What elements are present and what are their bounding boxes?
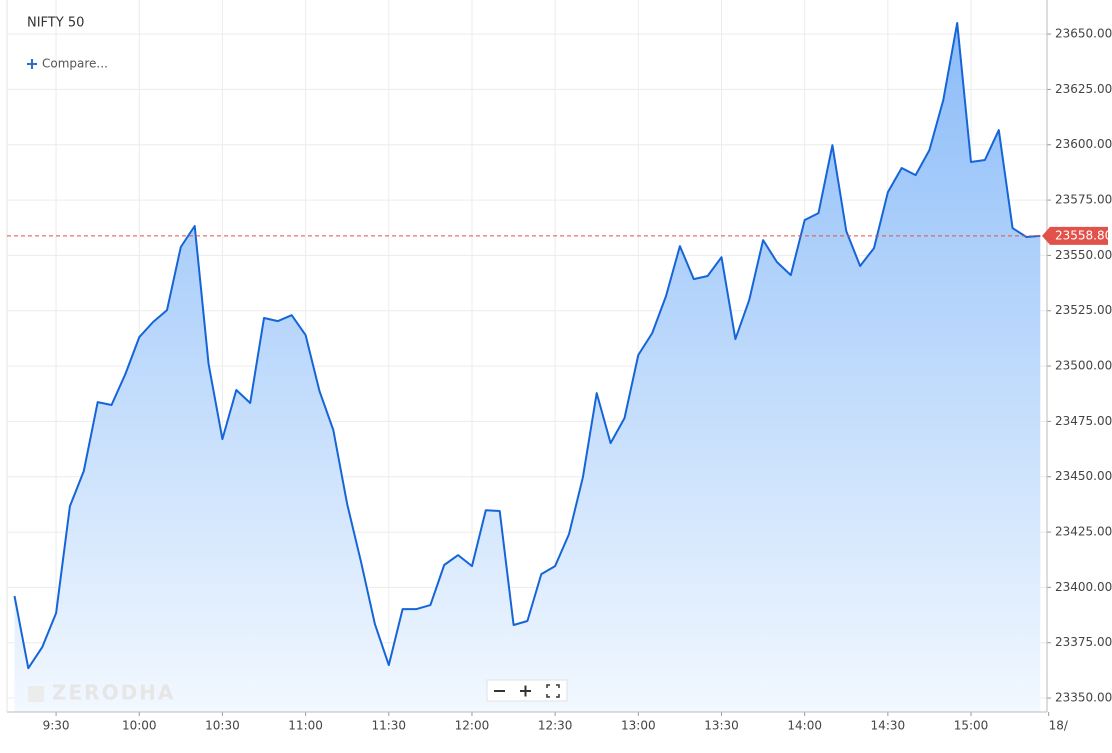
y-tick-label: 23500.00 bbox=[1055, 359, 1112, 373]
compare-button[interactable]: Compare... bbox=[27, 57, 108, 71]
price-line bbox=[13, 22, 1041, 670]
x-tick-label: 11:30 bbox=[371, 719, 406, 733]
y-tick-label: 23600.00 bbox=[1055, 137, 1112, 151]
last-price-label: 23558.80 bbox=[1055, 228, 1112, 242]
y-tick-label: 23425.00 bbox=[1055, 525, 1112, 539]
x-tick-label: 14:30 bbox=[871, 719, 906, 733]
y-tick-label: 23475.00 bbox=[1055, 414, 1112, 428]
last-price-badge bbox=[1042, 226, 1108, 245]
x-tick-label: 11:00 bbox=[288, 719, 323, 733]
y-tick-label: 23350.00 bbox=[1055, 691, 1112, 705]
y-tick-label: 23575.00 bbox=[1055, 193, 1112, 207]
x-tick-label: 10:00 bbox=[122, 719, 157, 733]
y-tick-label: 23650.00 bbox=[1055, 27, 1112, 41]
x-tick-label: 13:00 bbox=[621, 719, 656, 733]
chart-title: NIFTY 50 bbox=[27, 16, 84, 31]
y-tick-label: 23625.00 bbox=[1055, 82, 1112, 96]
watermark: ZERODHA bbox=[52, 681, 175, 705]
y-tick-label: 23525.00 bbox=[1055, 303, 1112, 317]
y-tick-label: 23375.00 bbox=[1055, 635, 1112, 649]
x-tick-label: 13:30 bbox=[704, 719, 739, 733]
x-tick-label: 15:00 bbox=[954, 719, 989, 733]
y-tick-label: 23550.00 bbox=[1055, 248, 1112, 262]
watermark-logo bbox=[28, 686, 44, 702]
zoom-controls bbox=[486, 679, 568, 702]
fullscreen[interactable] bbox=[546, 684, 560, 698]
y-tick-label: 23450.00 bbox=[1055, 469, 1112, 483]
x-tick-label: 9:30 bbox=[43, 719, 70, 733]
x-tick-label: 14:00 bbox=[787, 719, 822, 733]
x-tick-label: 12:30 bbox=[538, 719, 573, 733]
compare-label: Compare... bbox=[42, 57, 108, 71]
x-tick-label: 18/ bbox=[1049, 719, 1069, 733]
area-fill bbox=[14, 23, 1041, 712]
y-tick-label: 23400.00 bbox=[1055, 580, 1112, 594]
x-tick-label: 12:00 bbox=[455, 719, 490, 733]
x-tick-label: 10:30 bbox=[205, 719, 240, 733]
